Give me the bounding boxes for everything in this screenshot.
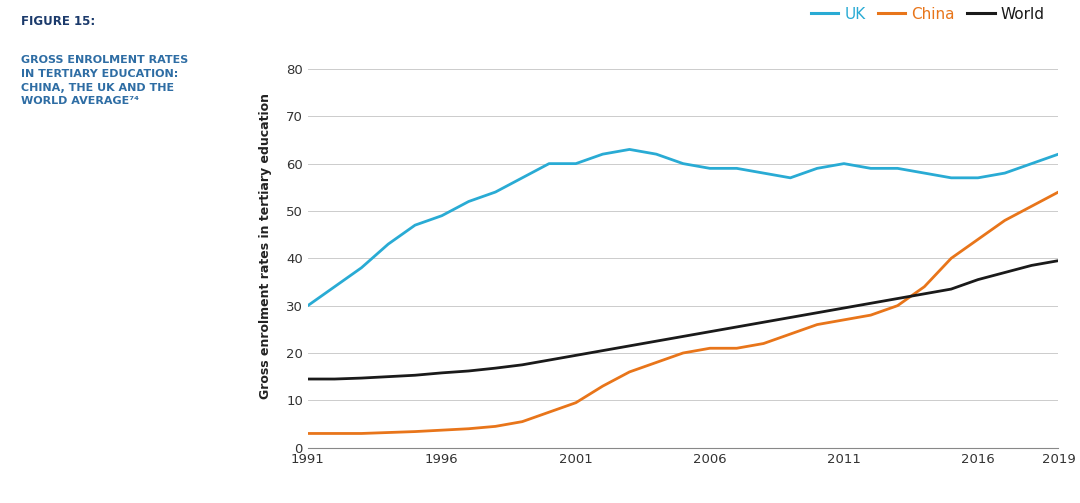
Legend: UK, China, World: UK, China, World (805, 1, 1051, 28)
Text: GROSS ENROLMENT RATES
IN TERTIARY EDUCATION:
CHINA, THE UK AND THE
WORLD AVERAGE: GROSS ENROLMENT RATES IN TERTIARY EDUCAT… (22, 55, 188, 106)
Y-axis label: Gross enrolment rates in tertiary education: Gross enrolment rates in tertiary educat… (259, 94, 272, 399)
Text: FIGURE 15:: FIGURE 15: (22, 15, 95, 28)
